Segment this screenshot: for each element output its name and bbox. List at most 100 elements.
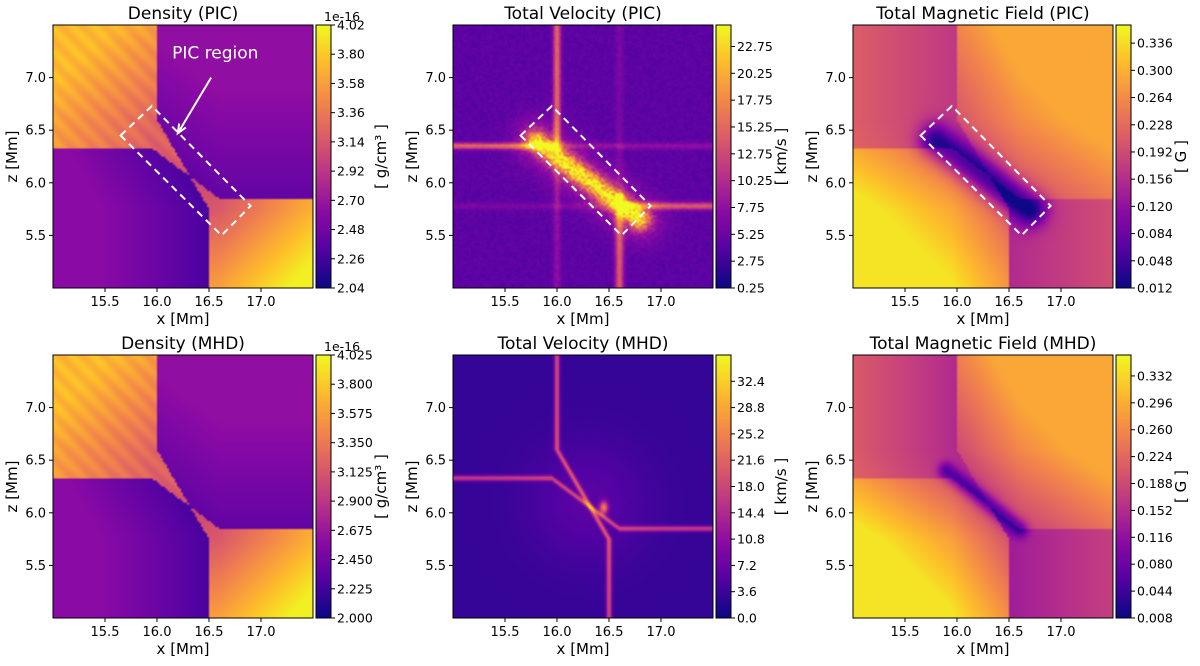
y-tick-label: 5.5 [425, 229, 446, 244]
colorbar-tick-label: 3.800 [337, 377, 373, 392]
plot-frame [452, 354, 714, 619]
plot-frame [52, 24, 314, 289]
x-axis-label: x [Mm] [957, 640, 1010, 658]
colorbar-tick-label: 10.25 [737, 173, 773, 188]
y-axis-label: z [Mm] [3, 461, 21, 513]
x-tick-label: 15.5 [491, 295, 520, 310]
y-axis-label: z [Mm] [803, 461, 821, 513]
colorbar-tick-label: 0.25 [737, 281, 765, 296]
x-tick-label: 16.5 [995, 625, 1024, 640]
colorbar-tick-label: 25.2 [737, 426, 765, 441]
panel-title: Total Velocity (PIC) [503, 4, 662, 24]
y-tick-label: 5.5 [25, 229, 46, 244]
colorbar-tick-label: 3.125 [337, 464, 373, 479]
y-axis-label: z [Mm] [803, 131, 821, 183]
colorbar-tick-label: 7.75 [737, 200, 765, 215]
colorbar-tick-label: 0.044 [1137, 584, 1173, 599]
colorbar-tick-label: 18.0 [737, 479, 765, 494]
colorbar-tick-label: 3.6 [737, 584, 757, 599]
panel-title: Density (MHD) [121, 334, 245, 354]
colorbar-tick-label: 2.900 [337, 494, 373, 509]
x-tick-label: 16.5 [595, 625, 624, 640]
colorbar-tick-label: 2.000 [337, 611, 373, 626]
x-axis-label: x [Mm] [957, 310, 1010, 328]
colorbar-tick-label: 20.25 [737, 66, 773, 81]
colorbar-frame [315, 24, 332, 289]
colorbar-tick-label: 2.04 [337, 281, 365, 296]
plot-frame [452, 24, 714, 289]
colorbar-frame [715, 24, 732, 289]
colorbar-tick-label: 0.224 [1137, 449, 1173, 464]
x-tick-label: 16.5 [595, 295, 624, 310]
pic-region-box [119, 104, 253, 237]
colorbar-gradient [716, 25, 731, 288]
colorbar-tick-label: 4.02 [337, 18, 365, 33]
x-tick-label: 15.5 [91, 625, 120, 640]
panel-3: Density (MHD) 15.5 16.0 16.5 17.0 5.5 6.0 6.5 7.… [3, 334, 390, 658]
panel-title: Total Velocity (MHD) [496, 334, 668, 354]
colorbar-tick-label: 0.336 [1137, 36, 1173, 51]
colorbar-gradient [316, 25, 331, 288]
y-tick-label: 6.0 [825, 506, 846, 521]
colorbar-tick-label: 0.296 [1137, 395, 1173, 410]
y-tick-label: 6.5 [825, 454, 846, 469]
colorbar-tick-label: 0.084 [1137, 226, 1173, 241]
heatmap-image [53, 355, 313, 618]
y-tick-label: 7.0 [25, 401, 46, 416]
colorbar-tick-label: 0.152 [1137, 503, 1173, 518]
x-tick-label: 16.0 [543, 295, 572, 310]
x-axis-label: x [Mm] [157, 310, 210, 328]
plot-frame [52, 354, 314, 619]
x-tick-label: 16.0 [943, 295, 972, 310]
x-tick-label: 17.0 [1047, 295, 1076, 310]
y-axis-label: z [Mm] [3, 131, 21, 183]
plot-frame [852, 354, 1114, 619]
colorbar-tick-label: 2.92 [337, 164, 365, 179]
y-tick-label: 7.0 [825, 401, 846, 416]
colorbar-tick-label: 3.14 [337, 134, 365, 149]
colorbar-tick-label: 21.6 [737, 453, 765, 468]
annotation-arrow [176, 77, 212, 134]
pic-region-annotation: PIC region [172, 44, 258, 64]
heatmap-image [853, 25, 1113, 288]
y-tick-label: 6.5 [25, 454, 46, 469]
colorbar-tick-label: 4.025 [337, 348, 373, 363]
y-tick-label: 5.5 [425, 559, 446, 574]
colorbar-tick-label: 2.48 [337, 222, 365, 237]
x-tick-label: 17.0 [247, 295, 276, 310]
y-tick-label: 6.0 [425, 506, 446, 521]
y-tick-label: 7.0 [425, 401, 446, 416]
panel-title: Total Magnetic Field (MHD) [869, 334, 1097, 354]
heatmap-image [53, 25, 313, 288]
colorbar-tick-label: 0.0 [737, 611, 757, 626]
colorbar-tick-label: 0.188 [1137, 476, 1173, 491]
plot-frame [852, 24, 1114, 289]
colorbar-tick-label: 10.8 [737, 532, 765, 547]
colorbar-tick-label: 0.156 [1137, 172, 1173, 187]
heatmap-image [453, 25, 713, 288]
x-tick-label: 16.0 [143, 625, 172, 640]
x-axis-label: x [Mm] [557, 640, 610, 658]
x-tick-label: 17.0 [1047, 625, 1076, 640]
y-tick-label: 7.0 [425, 71, 446, 86]
colorbar-label: [ g/cm³ ] [372, 454, 390, 519]
colorbar-gradient [1116, 25, 1131, 288]
y-axis-label: z [Mm] [403, 461, 421, 513]
colorbar-tick-label: 22.75 [737, 39, 773, 54]
colorbar-tick-label: 17.75 [737, 93, 773, 108]
colorbar-label: [ km/s ] [772, 128, 790, 185]
x-tick-label: 16.0 [143, 295, 172, 310]
colorbar-tick-label: 2.70 [337, 193, 365, 208]
annotation-arrowhead [176, 123, 187, 136]
colorbar-tick-label: 2.75 [737, 254, 765, 269]
x-tick-label: 16.5 [195, 295, 224, 310]
y-axis-label: z [Mm] [403, 131, 421, 183]
colorbar-tick-label: 0.264 [1137, 90, 1173, 105]
pic-region-box [519, 104, 653, 237]
y-tick-label: 6.5 [825, 124, 846, 139]
x-tick-label: 17.0 [247, 625, 276, 640]
x-tick-label: 15.5 [91, 295, 120, 310]
colorbar-tick-label: 0.300 [1137, 63, 1173, 78]
panel-title: Total Magnetic Field (PIC) [875, 4, 1089, 24]
y-tick-label: 7.0 [25, 71, 46, 86]
